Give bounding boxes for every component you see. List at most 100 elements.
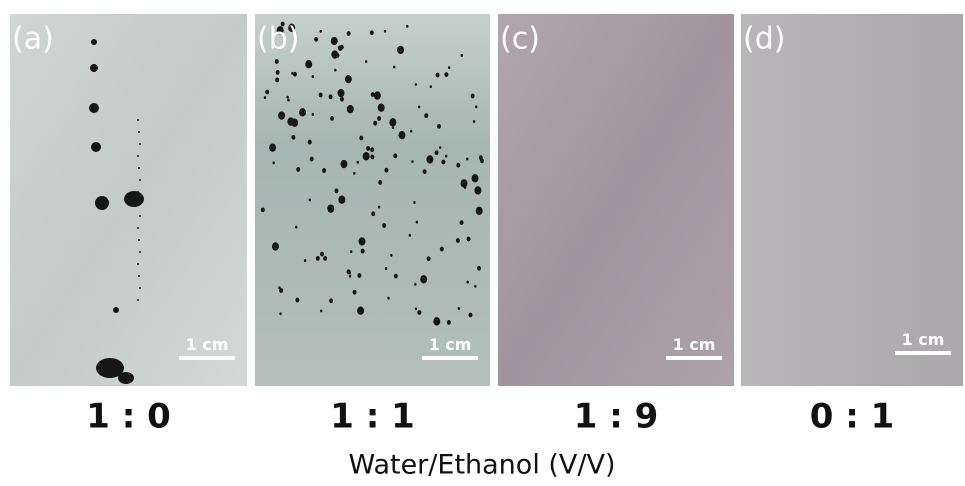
droplet bbox=[265, 90, 269, 95]
droplet bbox=[474, 285, 476, 288]
droplet bbox=[275, 78, 279, 83]
droplet bbox=[269, 143, 276, 151]
scale-bar-label: 1 cm bbox=[673, 335, 716, 354]
droplet bbox=[456, 238, 460, 243]
droplet bbox=[139, 287, 141, 289]
droplet bbox=[295, 298, 299, 303]
droplet bbox=[417, 310, 421, 315]
droplet bbox=[378, 104, 385, 112]
droplet bbox=[330, 116, 334, 121]
droplet bbox=[406, 25, 408, 28]
droplet bbox=[361, 249, 365, 254]
panel-label: (b) bbox=[257, 22, 299, 57]
droplet bbox=[295, 226, 297, 229]
droplet bbox=[410, 130, 412, 133]
droplet bbox=[353, 172, 355, 175]
droplet bbox=[305, 60, 312, 68]
droplet bbox=[359, 136, 363, 141]
droplet bbox=[279, 288, 283, 293]
droplet bbox=[439, 146, 441, 149]
droplet bbox=[299, 108, 306, 116]
droplet bbox=[338, 196, 345, 204]
droplet bbox=[456, 163, 460, 168]
scale-bar-label: 1 cm bbox=[429, 335, 472, 354]
droplet bbox=[138, 239, 140, 241]
droplet bbox=[460, 220, 464, 225]
droplet bbox=[414, 283, 416, 286]
droplet bbox=[139, 143, 141, 145]
panel-label: (a) bbox=[12, 22, 54, 57]
droplet bbox=[296, 167, 300, 172]
droplet bbox=[363, 152, 370, 160]
droplet bbox=[312, 113, 314, 116]
droplet bbox=[418, 105, 420, 108]
scale-bar-label: 1 cm bbox=[186, 335, 229, 354]
droplet bbox=[382, 223, 386, 228]
scale-bar bbox=[666, 356, 722, 360]
droplet bbox=[91, 39, 97, 45]
droplet bbox=[378, 206, 380, 209]
droplet bbox=[440, 247, 444, 252]
photo-panel bbox=[498, 14, 734, 386]
droplet bbox=[370, 147, 374, 152]
droplet bbox=[276, 70, 280, 75]
droplet bbox=[89, 103, 99, 113]
droplet bbox=[261, 207, 265, 212]
ratio-label: 0 : 1 bbox=[810, 397, 895, 437]
droplet bbox=[91, 142, 101, 152]
droplet bbox=[468, 313, 472, 318]
droplet bbox=[304, 259, 306, 262]
droplet bbox=[138, 275, 140, 277]
droplet bbox=[139, 215, 141, 217]
droplet bbox=[124, 191, 144, 207]
droplet bbox=[475, 105, 477, 108]
panel-label: (c) bbox=[500, 22, 540, 57]
droplet bbox=[365, 60, 367, 63]
droplet bbox=[353, 290, 357, 295]
droplet bbox=[466, 158, 468, 161]
droplet bbox=[436, 73, 440, 78]
droplet bbox=[340, 97, 344, 102]
droplet bbox=[113, 307, 119, 313]
droplet bbox=[335, 53, 339, 58]
droplet bbox=[448, 66, 450, 69]
droplet bbox=[389, 118, 396, 126]
droplet bbox=[409, 234, 411, 237]
droplet bbox=[278, 111, 285, 119]
droplet bbox=[467, 281, 469, 284]
droplet bbox=[415, 83, 417, 86]
droplet bbox=[345, 75, 352, 83]
droplet bbox=[458, 307, 460, 310]
droplet bbox=[357, 307, 364, 315]
droplet bbox=[433, 317, 440, 325]
droplet bbox=[384, 30, 386, 33]
scale-bar-label: 1 cm bbox=[902, 330, 945, 349]
droplet bbox=[329, 94, 333, 99]
droplet bbox=[387, 297, 389, 300]
droplet bbox=[320, 309, 322, 312]
droplet bbox=[137, 263, 139, 265]
droplet bbox=[340, 160, 347, 168]
droplet bbox=[349, 275, 351, 278]
droplet bbox=[394, 274, 398, 279]
droplet bbox=[327, 204, 334, 212]
droplet bbox=[441, 160, 445, 165]
droplet bbox=[137, 155, 139, 157]
droplet bbox=[378, 180, 382, 185]
droplet bbox=[309, 198, 311, 201]
ratio-label: 1 : 1 bbox=[330, 397, 415, 437]
droplet bbox=[398, 131, 405, 139]
droplet bbox=[272, 242, 279, 250]
droplet bbox=[347, 31, 351, 36]
droplet bbox=[291, 135, 295, 140]
droplet bbox=[314, 37, 318, 42]
droplet bbox=[338, 46, 342, 51]
droplet bbox=[384, 168, 388, 173]
scale-bar bbox=[422, 356, 478, 360]
droplet bbox=[322, 168, 326, 173]
droplet bbox=[320, 30, 322, 33]
droplet bbox=[461, 54, 463, 57]
droplet bbox=[393, 153, 397, 158]
droplet bbox=[95, 196, 109, 210]
scale-bar bbox=[895, 351, 951, 355]
